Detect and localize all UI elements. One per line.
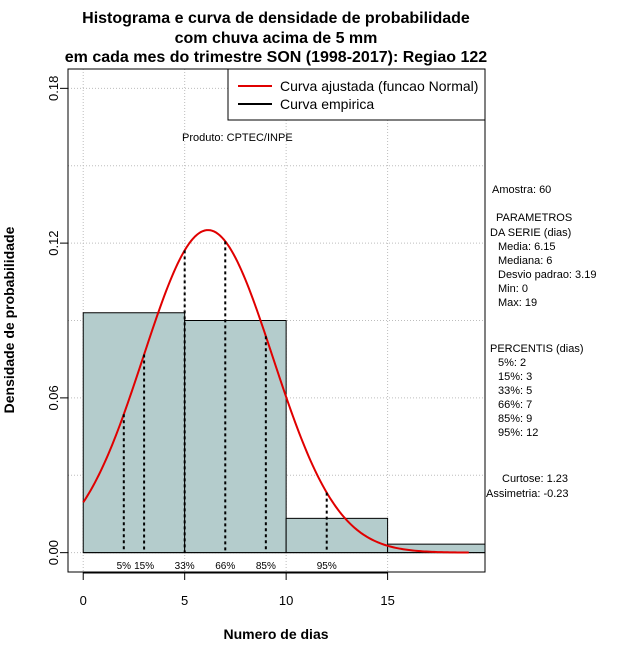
histogram-bars [82,312,486,554]
x-tick-label: 5 [181,593,188,608]
y-tick-label: 0.00 [46,540,61,565]
product-note: Produto: CPTEC/INPE [182,132,293,144]
curves [82,229,469,554]
x-tick-label: 10 [279,593,293,608]
x-tick-label: 15 [380,593,394,608]
stat-curtose: Curtose: 1.23 [502,473,568,485]
y-tick-label: 0.18 [46,76,61,101]
percentile-markers: 5% 15% 33% 66% 85% 95% [117,241,337,572]
percentile-label: 15% [134,561,154,572]
stat-param: Mediana: 6 [498,255,552,267]
histogram-bar [285,517,389,554]
stats-panel: Amostra: 60 PARAMETROS DA SERIE (dias) M… [486,184,596,500]
fitted-normal-curve [82,229,469,554]
chart-title-line-2: com chuva acima de 5 mm [175,30,378,47]
histogram-bar [184,320,287,554]
y-tick-label: 0.12 [46,230,61,255]
chart-title-line-3: em cada mes do trimestre SON (1998-2017)… [65,49,488,66]
percentile-label: 5% [117,561,132,572]
stat-perc-heading: PERCENTIS (dias) [490,343,584,355]
stat-param-heading-1: PARAMETROS [496,212,572,224]
stat-percentil: 66%: 7 [498,399,532,411]
stat-percentil: 85%: 9 [498,413,532,425]
stat-param: Media: 6.15 [498,241,555,253]
stat-assimetria: Assimetria: -0.23 [486,488,569,500]
chart-title-line-1: Histograma e curva de densidade de proba… [82,10,470,27]
x-axis-title: Numero de dias [223,626,328,642]
histogram-bar [82,312,186,554]
stat-param: Desvio padrao: 3.19 [498,269,596,281]
stat-param: Min: 0 [498,283,528,295]
percentile-label: 33% [175,561,195,572]
y-axis-title: Densidade de probabilidade [1,226,17,413]
stat-percentil: 95%: 12 [498,427,538,439]
percentile-label: 95% [317,561,337,572]
legend-label-empirical: Curva empirica [280,96,374,112]
x-axis: 0 5 10 15 [80,572,395,608]
y-axis: 0.00 0.06 0.12 0.18 [46,76,68,565]
legend-label-fitted: Curva ajustada (funcao Normal) [280,78,478,94]
legend-box [227,68,486,121]
stat-percentil: 33%: 5 [498,385,532,397]
percentile-label: 85% [256,561,276,572]
stat-param: Max: 19 [498,297,537,309]
legend: Curva ajustada (funcao Normal) Curva emp… [227,68,486,121]
stat-percentil: 5%: 2 [498,357,526,369]
y-tick-label: 0.06 [46,385,61,410]
stat-param-heading-2: DA SERIE (dias) [490,227,571,239]
percentile-label: 66% [215,561,235,572]
stat-amostra: Amostra: 60 [492,184,551,196]
stat-percentil: 15%: 3 [498,371,532,383]
x-tick-label: 0 [80,593,87,608]
